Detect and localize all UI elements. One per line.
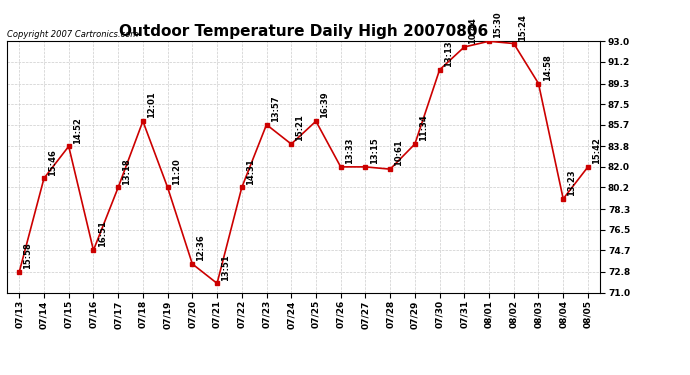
Text: 11:20: 11:20 [172,158,181,184]
Text: 10:61: 10:61 [394,140,403,166]
Text: 14:52: 14:52 [73,117,82,144]
Text: 10:44: 10:44 [469,17,477,44]
Text: 15:30: 15:30 [493,12,502,39]
Text: 15:21: 15:21 [295,114,304,141]
Text: 12:36: 12:36 [197,234,206,261]
Text: 15:42: 15:42 [592,137,601,164]
Text: 14:58: 14:58 [542,54,551,81]
Title: Outdoor Temperature Daily High 20070806: Outdoor Temperature Daily High 20070806 [119,24,489,39]
Text: 14:31: 14:31 [246,158,255,184]
Text: 16:51: 16:51 [97,220,106,248]
Text: 16:39: 16:39 [320,92,329,118]
Text: Copyright 2007 Cartronics.com: Copyright 2007 Cartronics.com [7,30,138,39]
Text: 13:33: 13:33 [345,138,354,164]
Text: 11:34: 11:34 [419,114,428,141]
Text: 15:24: 15:24 [518,14,527,41]
Text: 13:18: 13:18 [122,158,131,184]
Text: 15:46: 15:46 [48,148,57,176]
Text: 13:13: 13:13 [444,40,453,67]
Text: 13:57: 13:57 [270,95,279,122]
Text: 13:51: 13:51 [221,254,230,280]
Text: 13:23: 13:23 [567,170,576,196]
Text: 15:58: 15:58 [23,242,32,269]
Text: 13:15: 13:15 [370,137,379,164]
Text: 12:01: 12:01 [147,92,156,118]
